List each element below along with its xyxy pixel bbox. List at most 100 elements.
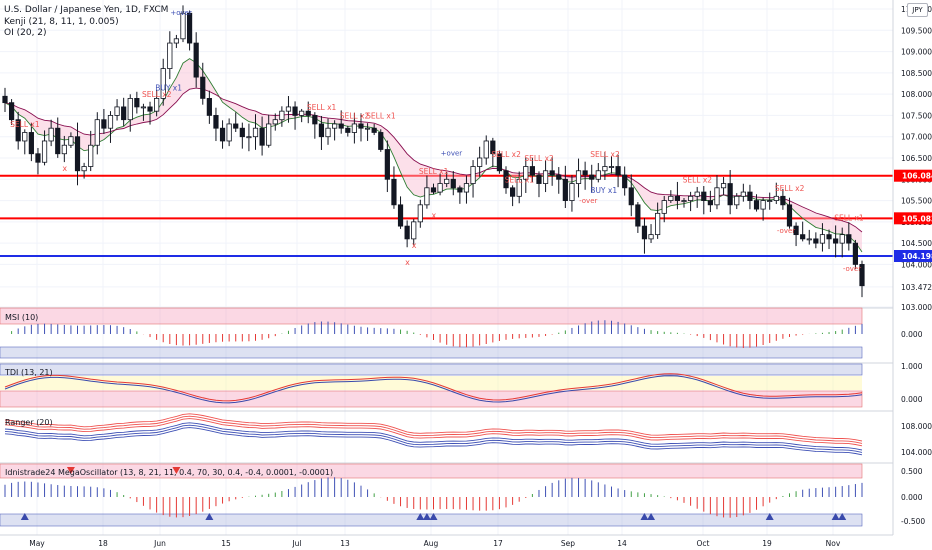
bull-candle — [173, 38, 179, 44]
bull-candle — [22, 132, 28, 142]
bull-candle — [688, 195, 694, 201]
sell-signal-label: SELL x1 — [10, 120, 40, 129]
time-tick-label: 19 — [762, 539, 772, 548]
level-price-label: 104.198 — [902, 252, 932, 261]
bear-candle — [15, 119, 21, 142]
bull-candle — [470, 166, 476, 184]
bear-candle — [747, 191, 753, 201]
tdi-pane[interactable] — [0, 362, 893, 408]
cross-marker: x — [62, 164, 67, 173]
time-tick-label: Nov — [826, 539, 841, 548]
time-axis[interactable]: May 18 Jun 15 Jul 13 Aug 17 Sep 14 Oct 19 Nov — [0, 534, 893, 548]
bull-candle — [720, 183, 727, 189]
sell-signal-label: SELL x1 — [419, 167, 449, 176]
price-tick-label: 103.000 — [901, 303, 932, 312]
price-tick-label: 104.500 — [901, 239, 932, 248]
bull-candle — [668, 195, 674, 201]
bear-candle — [74, 136, 81, 172]
bear-candle — [457, 187, 463, 193]
bull-candle — [140, 106, 147, 109]
bear-candle — [391, 178, 397, 206]
bull-candle — [272, 119, 278, 125]
bear-candle — [134, 98, 140, 108]
price-tick-label: 108.000 — [901, 90, 932, 99]
cross-marker: x — [432, 211, 437, 220]
time-tick-label: Aug — [424, 539, 439, 548]
sell-signal-label: SELL x2 — [142, 90, 172, 99]
level-price-label: 105.083 — [902, 214, 932, 223]
price-tick-label: 103.472 — [901, 283, 932, 292]
time-tick-label: Jul — [291, 539, 301, 548]
tdi-pane-title: TDI (13, 21) — [4, 368, 53, 377]
sell-signal-label: SELL x1 — [366, 111, 396, 120]
sell-arrow-marker — [66, 467, 75, 474]
bull-candle — [424, 187, 430, 206]
bear-candle — [536, 174, 542, 184]
oi-indicator-label[interactable]: OI (20, 2) — [4, 28, 47, 38]
ranger-pane[interactable] — [0, 410, 893, 456]
bear-candle — [200, 76, 206, 99]
grid — [0, 0, 893, 535]
sell-signal-label: SELL x2 — [590, 150, 620, 159]
overbought-label: +over — [170, 9, 192, 17]
bear-candle — [338, 123, 344, 129]
buy-signal-label: BUY x1 — [590, 186, 617, 195]
level-price-badge — [894, 169, 932, 182]
price-tick-label: 109.500 — [901, 26, 932, 35]
bear-candle — [641, 225, 648, 240]
msi-pane[interactable] — [0, 307, 893, 359]
price-tick-label: 109.000 — [901, 48, 932, 57]
bull-candle — [127, 98, 133, 121]
buy-arrow-marker — [647, 513, 656, 520]
bear-candle — [28, 132, 34, 155]
price-tick-label: 107.000 — [901, 133, 932, 142]
bear-candle — [397, 204, 404, 227]
bull-candle — [266, 123, 272, 146]
bear-candle — [404, 225, 410, 240]
bull-candle — [417, 204, 423, 223]
msi-pane-title: MSI (10) — [5, 313, 38, 322]
ranger-pane-title: Ranger (20) — [5, 418, 53, 427]
price-tick-label: 106.500 — [901, 154, 932, 163]
level-price-badge — [894, 249, 932, 262]
bull-candle — [444, 178, 450, 184]
bull-candle — [516, 178, 522, 197]
mega-oscillator-pane[interactable] — [0, 462, 893, 527]
indicator-tick-label: 108.000 — [901, 422, 932, 431]
bear-candle — [219, 127, 226, 142]
bull-candle — [523, 166, 529, 180]
bear-candle — [813, 238, 819, 244]
bear-candle — [549, 170, 555, 176]
currency-badge[interactable]: JPY — [907, 3, 928, 17]
bear-candle — [556, 174, 562, 180]
bull-candle — [437, 183, 443, 193]
price-tick-label: 107.500 — [901, 111, 932, 120]
bear-candle — [2, 95, 8, 104]
bull-candle — [483, 140, 489, 159]
bear-candle — [503, 170, 509, 189]
pane-band — [0, 376, 862, 390]
bear-candle — [233, 123, 239, 129]
buy-signal-label: BUY x1 — [155, 84, 182, 93]
bull-candle — [88, 144, 94, 167]
bull-candle — [246, 136, 252, 139]
bear-candle — [674, 195, 681, 201]
bull-candle — [41, 140, 48, 163]
ranger-upper-band — [4, 415, 863, 444]
bear-candle — [589, 174, 595, 180]
cross-marker: x — [405, 258, 410, 267]
oscillator-pane-title: Idnistrade24 MegaOscillator (13, 8, 21, … — [5, 468, 333, 477]
kenji-indicator-label[interactable]: Kenji (21, 8, 11, 1, 0.005) — [4, 17, 119, 27]
bear-candle — [622, 174, 628, 189]
ranger-lower-band — [4, 424, 863, 453]
tdi-rsi-line — [4, 373, 863, 402]
time-tick-label: Sep — [561, 539, 575, 548]
bear-candle — [371, 127, 377, 133]
oversold-label: -over — [579, 197, 597, 205]
pane-band — [0, 463, 863, 479]
bear-candle — [727, 183, 733, 206]
bull-candle — [364, 127, 371, 130]
bull-candle — [107, 115, 114, 129]
symbol-title: U.S. Dollar / Japanese Yen, 1D, FXCM — [4, 5, 169, 15]
